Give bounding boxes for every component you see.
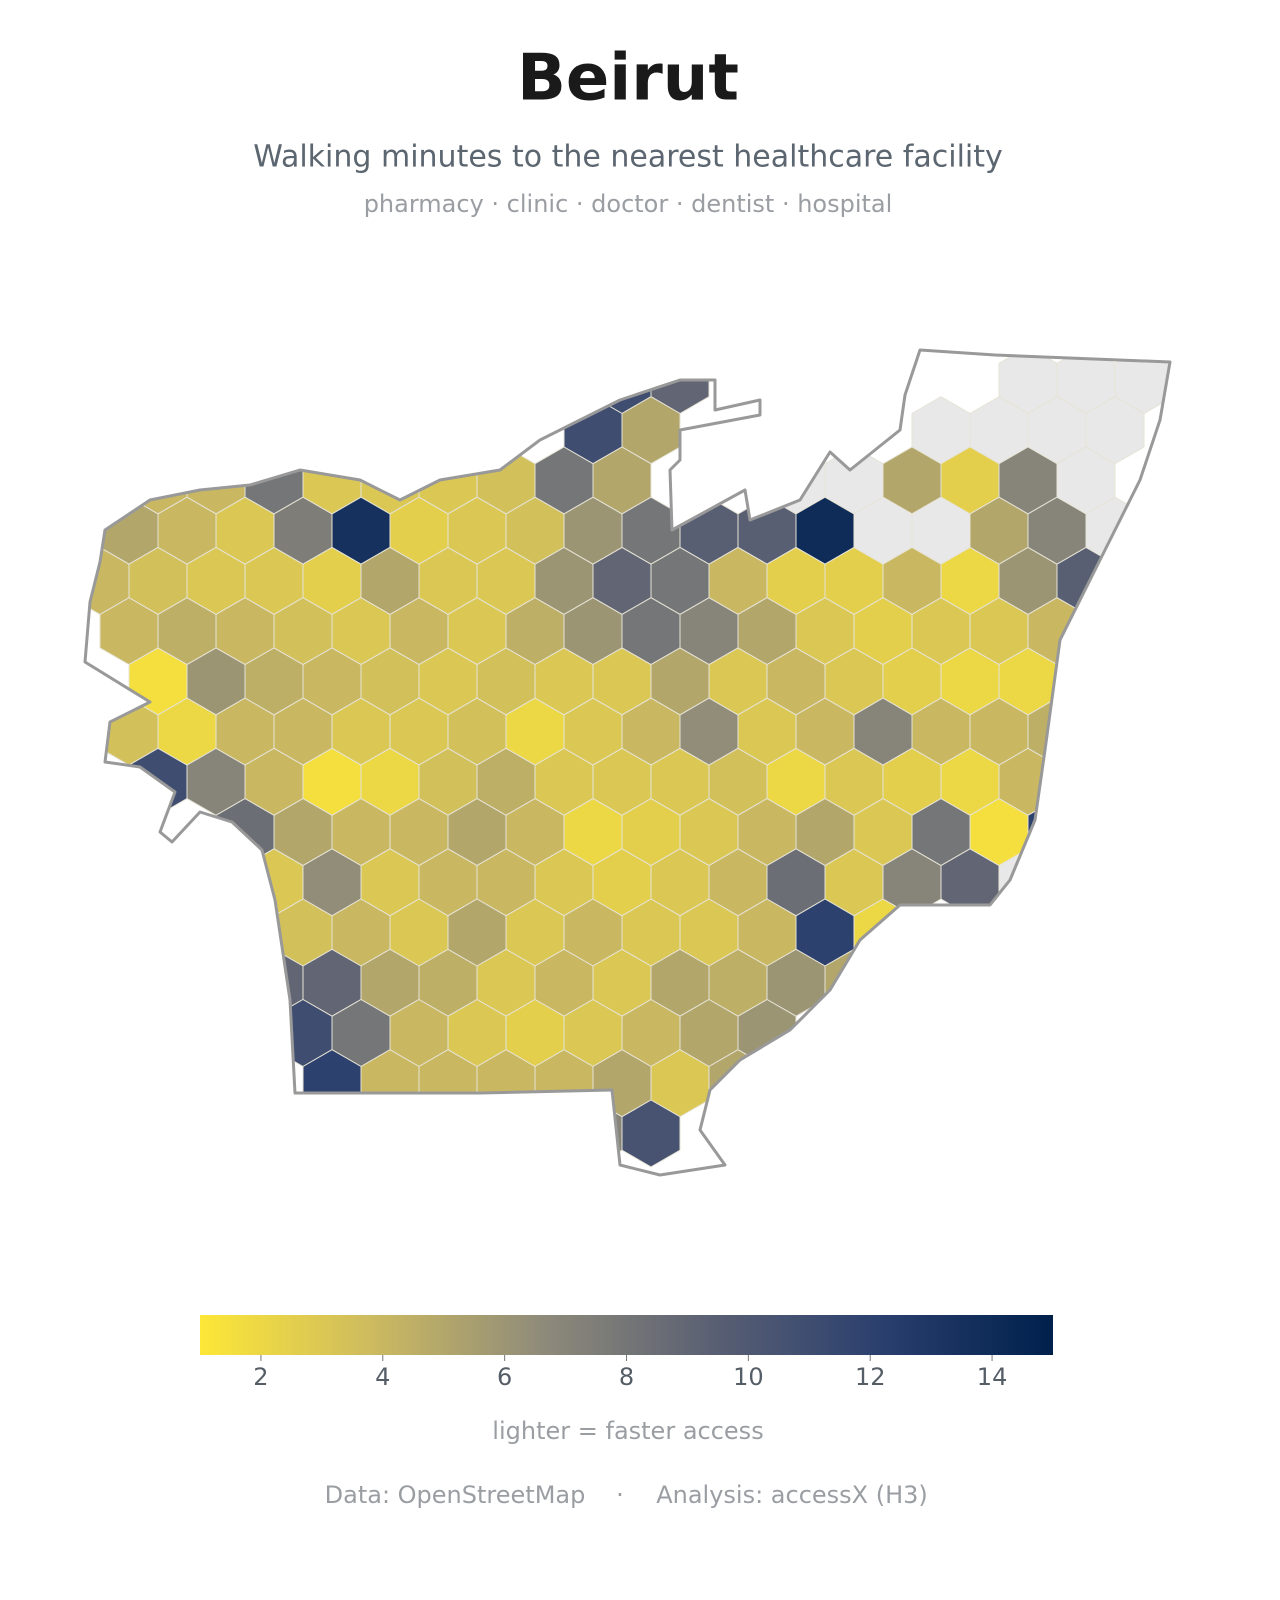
colorbar-tick-label: 12 — [855, 1363, 886, 1391]
colorbar-tick-label: 8 — [619, 1363, 634, 1391]
hex-layer — [85, 350, 1170, 1168]
footer-separator: · — [616, 1481, 624, 1509]
hex-cell — [1056, 747, 1116, 816]
colorbar-tick-label: 6 — [497, 1363, 512, 1391]
colorbar-label: lighter = faster access — [492, 1417, 763, 1445]
colorbar-ticks: 2 4 6 8 10 12 14 — [253, 1355, 1007, 1391]
colorbar — [200, 1315, 1053, 1355]
hex-cell — [621, 1099, 681, 1168]
hex-cell — [1056, 647, 1116, 716]
colorbar-tick-label: 4 — [375, 1363, 390, 1391]
map-subtitle: Walking minutes to the nearest healthcar… — [253, 140, 1003, 175]
footer-source: Data: OpenStreetMap — [325, 1481, 586, 1509]
map-title: Beirut — [517, 42, 739, 116]
colorbar-tick-label: 10 — [733, 1363, 764, 1391]
facility-types: pharmacy · clinic · doctor · dentist · h… — [364, 190, 893, 218]
footer-analysis: Analysis: accessX (H3) — [656, 1481, 928, 1509]
colorbar-tick-label: 2 — [253, 1363, 268, 1391]
colorbar-tick-label: 14 — [977, 1363, 1008, 1391]
